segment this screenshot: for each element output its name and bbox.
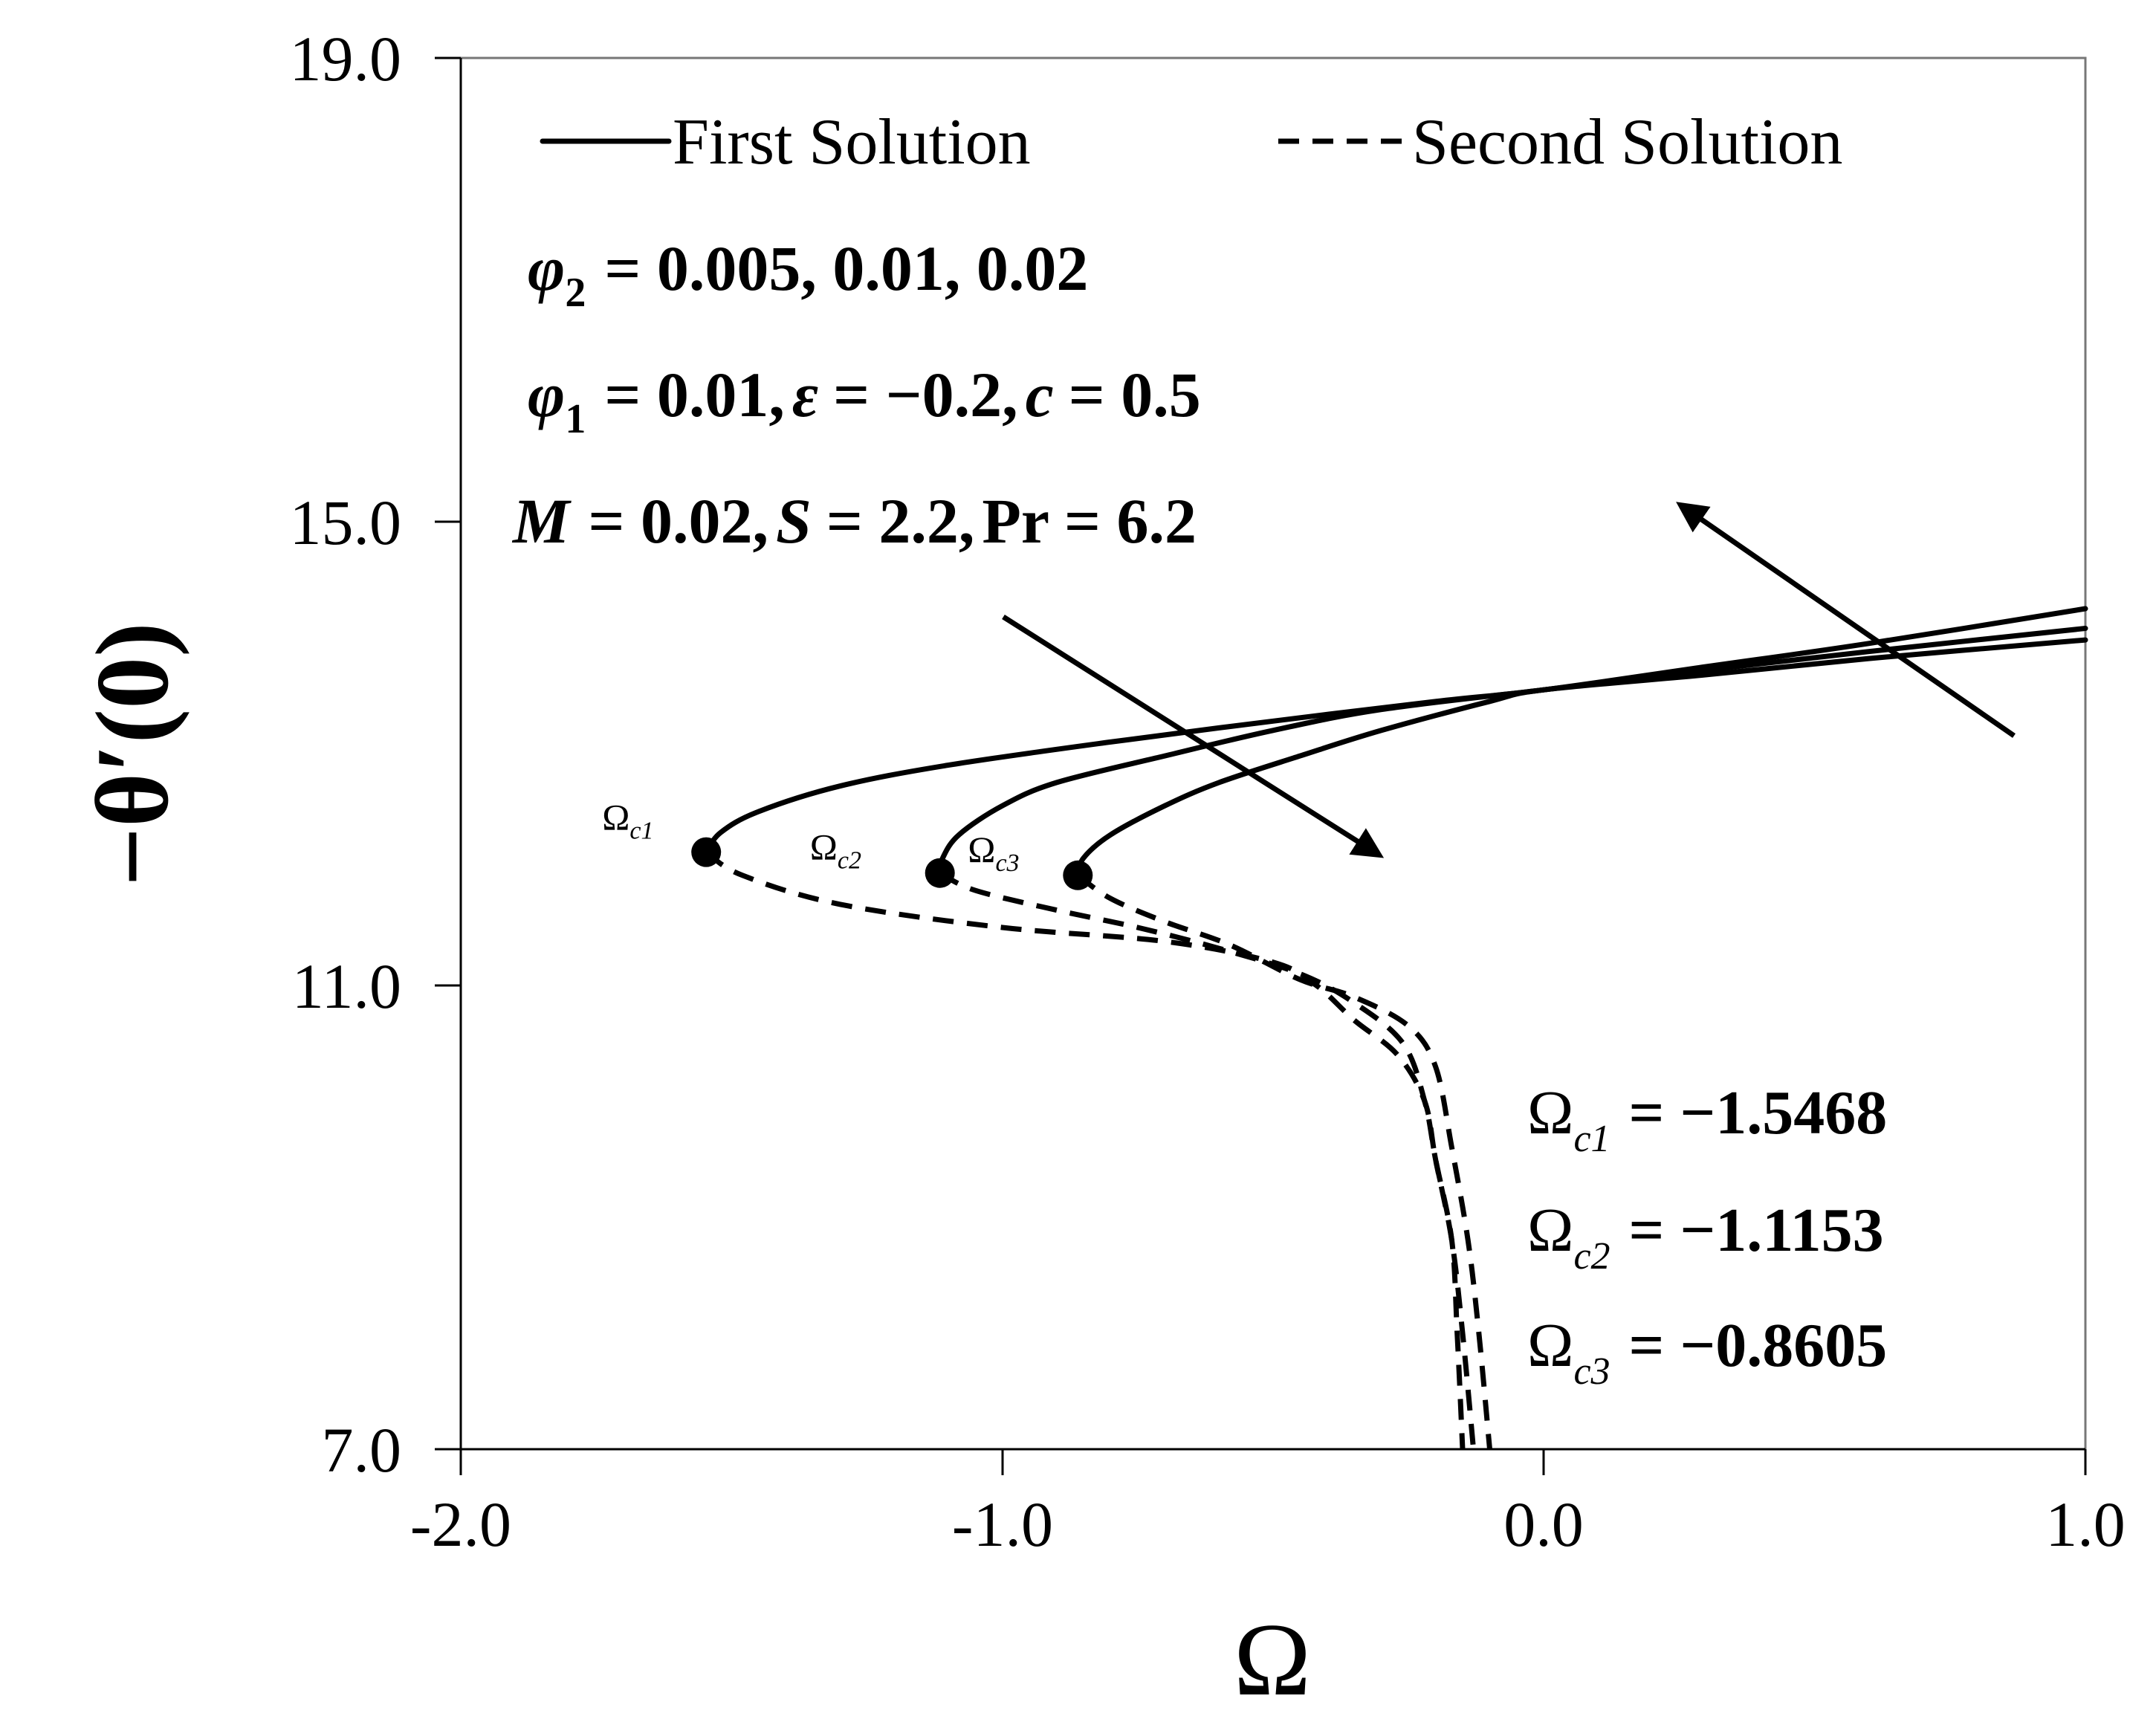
omega-subscript: c2: [1573, 1235, 1610, 1278]
critical-value-2: Ωc2 = −1.1153: [1527, 1196, 1884, 1278]
omega-symbol: Ω: [810, 826, 838, 868]
y-tick-label: 11.0: [292, 951, 401, 1022]
param-s-value: = 2.2,: [826, 485, 975, 557]
x-tick-label: 1.0: [2045, 1489, 2126, 1560]
critical-point-label: Ωc1: [602, 797, 653, 845]
x-ticks: [459, 1449, 2087, 1475]
increase-arrow-second: [1002, 615, 1385, 858]
critical-point-marker: [1063, 860, 1093, 890]
subscript: 1: [565, 396, 586, 442]
parameter-block: φ2 = 0.005, 0.01, 0.02 φ1 = 0.01, ε = −0.2, c…: [511, 233, 1201, 557]
first-solution-line-phi2-0p01: [937, 626, 2088, 876]
series-group: [703, 606, 2088, 1450]
pr-symbol: Pr: [982, 485, 1049, 557]
first-solution-line-phi2-0p02: [1075, 637, 2088, 878]
param-pr-value: = 6.2: [1064, 485, 1197, 557]
epsilon-symbol: ε: [792, 359, 818, 430]
param-c-value: = 0.5: [1069, 359, 1201, 430]
y-tick-label: 19.0: [290, 23, 402, 94]
s-symbol: S: [776, 485, 812, 557]
param-m-value: = 0.02,: [588, 485, 768, 557]
phi-symbol: φ: [528, 359, 565, 430]
x-tick-label: -2.0: [410, 1489, 511, 1560]
omega-subscript: c1: [629, 817, 653, 845]
m-symbol: M: [511, 485, 572, 557]
first-solution-line-phi2-0p005: [703, 606, 2088, 855]
critical-value-text: = −0.8605: [1629, 1311, 1888, 1380]
critical-point-label: Ωc3: [968, 829, 1019, 877]
omega-symbol: Ω: [1527, 1311, 1573, 1380]
critical-value-3: Ωc3 = −0.8605: [1527, 1311, 1887, 1393]
param-line-m: M = 0.02, S = 2.2, Pr = 6.2: [511, 485, 1197, 557]
omega-subscript: c2: [838, 847, 861, 875]
param-phi2-values: = 0.005, 0.01, 0.02: [604, 233, 1088, 304]
critical-point-marker: [691, 837, 722, 867]
omega-symbol: Ω: [1527, 1078, 1573, 1147]
c-symbol: c: [1026, 359, 1054, 430]
increase-arrow-first: [1676, 502, 2016, 738]
y-tick-label: 7.0: [322, 1414, 402, 1486]
omega-subscript: c3: [1573, 1350, 1610, 1393]
omega-subscript: c1: [1573, 1118, 1610, 1160]
omega-symbol: Ω: [968, 829, 995, 870]
omega-subscript: c3: [995, 849, 1019, 877]
omega-symbol: Ω: [602, 797, 629, 838]
legend-second-label: Second Solution: [1412, 106, 1842, 178]
critical-point-label: Ωc2: [810, 826, 861, 875]
critical-point-marker: [925, 858, 955, 888]
critical-value-1: Ωc1 = −1.5468: [1527, 1078, 1887, 1160]
param-epsilon-value: = −0.2,: [833, 359, 1018, 430]
second-solution-line-phi2-0p005: [705, 849, 1466, 1450]
second-solution-line-phi2-0p01: [939, 870, 1477, 1450]
y-tick-label: 15.0: [290, 487, 402, 558]
second-solution-line-phi2-0p02: [1076, 872, 1492, 1450]
critical-points: Ωc1 Ωc2 Ωc3: [602, 797, 1093, 890]
legend-first-label: First Solution: [673, 106, 1031, 178]
critical-value-text: = −1.5468: [1629, 1078, 1888, 1147]
param-phi1-value: = 0.01,: [604, 359, 785, 430]
subscript: 2: [565, 270, 586, 316]
x-axis-title: Ω: [1234, 1602, 1311, 1716]
omega-symbol: Ω: [1527, 1196, 1573, 1265]
param-line-phi1: φ1 = 0.01, ε = −0.2, c = 0.5: [528, 359, 1201, 442]
critical-value-text: = −1.1153: [1629, 1196, 1884, 1265]
x-tick-label: 0.0: [1503, 1489, 1584, 1560]
y-ticks: [435, 56, 461, 1451]
x-tick-label: -1.0: [952, 1489, 1053, 1560]
phi-symbol: φ: [528, 233, 565, 304]
param-line-phi2: φ2 = 0.005, 0.01, 0.02: [528, 233, 1088, 316]
y-axis-title: −θ′(0): [75, 622, 190, 886]
critical-values-block: Ωc1 = −1.5468 Ωc2 = −1.1153 Ωc3 = −0.8605: [1527, 1078, 1887, 1393]
legend: First Solution Second Solution: [540, 106, 1842, 178]
